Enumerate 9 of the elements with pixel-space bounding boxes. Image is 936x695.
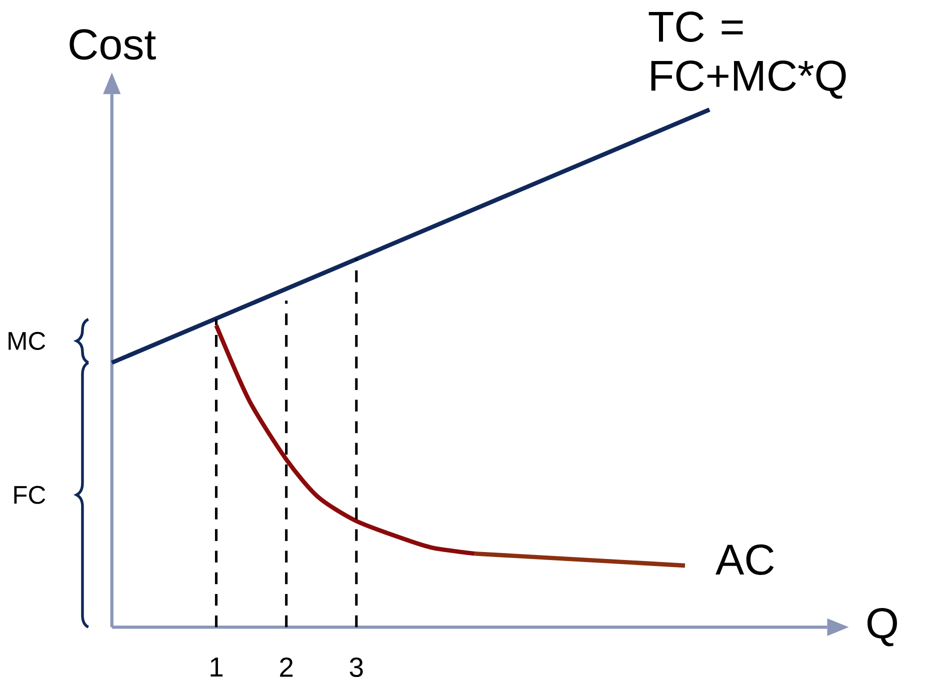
- series-label: AC: [716, 544, 774, 576]
- text: FC: [14, 486, 46, 504]
- x-tick-label: 3: [350, 658, 363, 678]
- series-label: TC = FC+MC*Q: [648, 12, 846, 99]
- x-tick-label: 2: [280, 658, 293, 677]
- text: MC: [8, 332, 46, 350]
- y-axis-title: Cost: [70, 29, 156, 60]
- x-axis-title: Q: [868, 608, 897, 646]
- x-tick-label: 1: [210, 658, 223, 677]
